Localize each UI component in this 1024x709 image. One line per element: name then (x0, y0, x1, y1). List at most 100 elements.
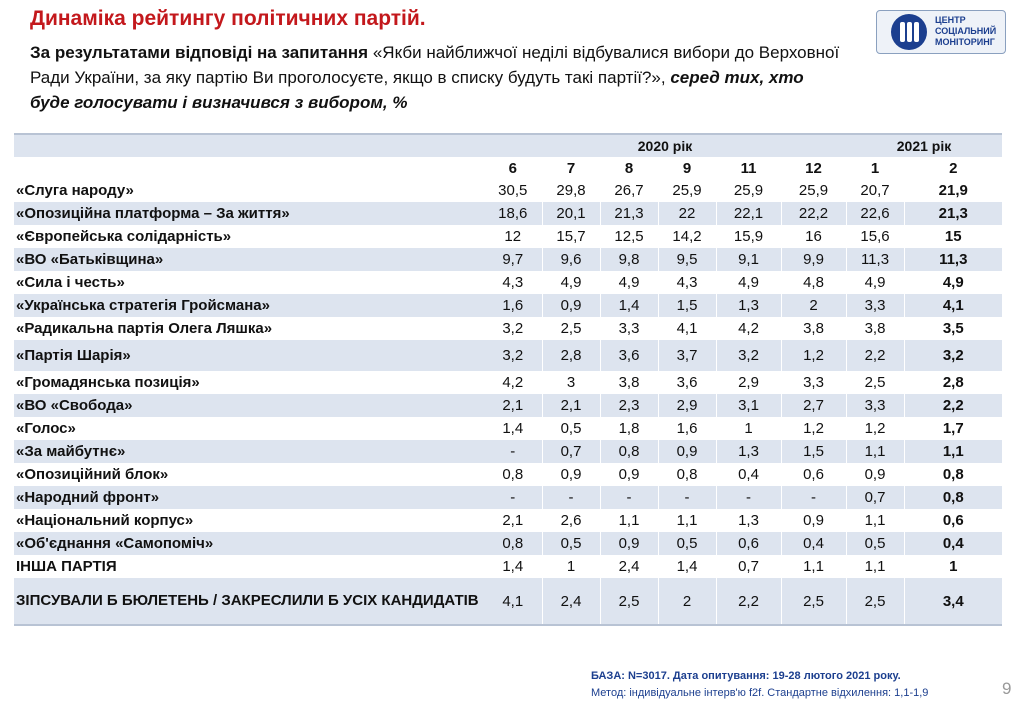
rating-value: - (780, 486, 846, 509)
rating-value: 1 (715, 417, 781, 440)
rating-value: 0,7 (845, 486, 904, 509)
year-2021-label: 2021 рік (846, 133, 1002, 157)
rating-value: 21,3 (599, 202, 658, 225)
month-header: 6 (484, 157, 542, 179)
year-2020-label: 2020 рік (484, 133, 846, 157)
survey-footnote: БАЗА: N=3017. Дата опитування: 19-28 лют… (591, 668, 991, 702)
month-header: 11 (715, 157, 781, 179)
table-row: «За майбутнє» -0,7 0,8 0,9 1,3 1,5 1,1 1,1 (14, 440, 1002, 463)
rating-value: 21,9 (903, 179, 1002, 202)
rating-value: - (484, 440, 542, 463)
rating-value: 1,2 (845, 417, 904, 440)
table-row: «Народний фронт» - - - - - -0,7 0,8 (14, 486, 1002, 509)
rating-value: 3,6 (599, 340, 658, 371)
rating-value: 2,1 (484, 509, 542, 532)
rating-value: 1 (541, 555, 600, 578)
rating-value: 2,9 (715, 371, 781, 394)
rating-value: 2,6 (541, 509, 600, 532)
party-name: «Народний фронт» (14, 486, 484, 509)
rating-value: 4,9 (599, 271, 658, 294)
month-header: 12 (780, 157, 846, 179)
rating-value: 0,9 (845, 463, 904, 486)
rating-value: 1,1 (845, 555, 904, 578)
month-header: 1 (845, 157, 904, 179)
rating-value: 30,5 (484, 179, 542, 202)
rating-value: 1,4 (657, 555, 716, 578)
rating-value: 22,2 (780, 202, 846, 225)
rating-value: 21,3 (903, 202, 1002, 225)
rating-value: 22,1 (715, 202, 781, 225)
rating-value: 2,5 (541, 317, 600, 340)
party-name: «Національний корпус» (14, 509, 484, 532)
rating-value: 1,1 (845, 440, 904, 463)
rating-value: 0,9 (599, 532, 658, 555)
rating-value: 0,8 (599, 440, 658, 463)
table-row: «ВО «Свобода» 2,1 2,1 2,3 2,9 3,1 2,7 3,3 2,2 (14, 394, 1002, 417)
rating-value: 3,6 (657, 371, 716, 394)
rating-value: 26,7 (599, 179, 658, 202)
rating-value: 2,5 (845, 578, 904, 626)
rating-value: 15,7 (541, 225, 600, 248)
rating-value: 14,2 (657, 225, 716, 248)
table-row: «Опозиційна платформа – За життя» 18,6 20,… (14, 202, 1002, 225)
rating-value: 0,4 (715, 463, 781, 486)
rating-value: 22 (657, 202, 716, 225)
rating-value: 3,3 (845, 294, 904, 317)
rating-value: 4,1 (657, 317, 716, 340)
party-name: «Об'єднання «Самопоміч» (14, 532, 484, 555)
table-row: ЗІПСУВАЛИ Б БЮЛЕТЕНЬ / ЗАКРЕСЛИЛИ Б УСІХ… (14, 578, 1002, 626)
rating-value: 0,8 (903, 486, 1002, 509)
rating-value: 9,5 (657, 248, 716, 271)
rating-value: 15,6 (845, 225, 904, 248)
rating-value: 3,2 (484, 317, 542, 340)
rating-value: 0,6 (903, 509, 1002, 532)
party-name: «Громадянська позиція» (14, 371, 484, 394)
rating-value: 3,4 (903, 578, 1002, 626)
month-header: 7 (541, 157, 600, 179)
rating-value: 2,5 (599, 578, 658, 626)
month-header-row: 6 7 8 9 11 12 1 2 (14, 157, 1002, 179)
rating-value: 2 (657, 578, 716, 626)
month-header: 9 (657, 157, 716, 179)
rating-value: 12 (484, 225, 542, 248)
rating-value: 11,3 (903, 248, 1002, 271)
rating-value: 9,1 (715, 248, 781, 271)
rating-value: 2,1 (484, 394, 542, 417)
rating-value: 3,7 (657, 340, 716, 371)
rating-value: 3,2 (715, 340, 781, 371)
rating-value: 1,4 (484, 417, 542, 440)
rating-value: - (599, 486, 658, 509)
rating-value: 2,4 (541, 578, 600, 626)
rating-value: 2,5 (845, 371, 904, 394)
rating-value: 1,1 (903, 440, 1002, 463)
logo-line: МОНІТОРИНГ (935, 37, 995, 47)
ratings-table: 2020 рік 2021 рік 6 7 8 9 11 12 1 2 «Слуга наро… (14, 133, 1002, 626)
party-name: «ВО «Свобода» (14, 394, 484, 417)
party-name: «Голос» (14, 417, 484, 440)
table-row: «Українська стратегія Гройсмана» 1,6 0,9 1,… (14, 294, 1002, 317)
logo-line: ЦЕНТР (935, 15, 966, 25)
rating-value: 0,9 (657, 440, 716, 463)
month-header: 2 (903, 157, 1002, 179)
rating-value: 0,7 (715, 555, 781, 578)
rating-value: 1 (903, 555, 1002, 578)
rating-value: 3,3 (780, 371, 846, 394)
rating-value: 0,8 (484, 463, 542, 486)
rating-value: 1,6 (657, 417, 716, 440)
rating-value: 0,9 (780, 509, 846, 532)
table-row: ІНША ПАРТІЯ 1,4 1 2,4 1,4 0,7 1,1 1,1 1 (14, 555, 1002, 578)
party-name: «Слуга народу» (14, 179, 484, 202)
question-tail: серед тих, хто буде голосувати і визначи… (30, 68, 804, 112)
party-name: ЗІПСУВАЛИ Б БЮЛЕТЕНЬ / ЗАКРЕСЛИЛИ Б УСІХ… (14, 578, 484, 626)
rating-value: 1,4 (599, 294, 658, 317)
rating-value: 20,1 (541, 202, 600, 225)
rating-value: 2,1 (541, 394, 600, 417)
rating-value: 25,9 (657, 179, 716, 202)
rating-value: 4,9 (903, 271, 1002, 294)
rating-value: 0,8 (903, 463, 1002, 486)
month-header: 8 (599, 157, 658, 179)
rating-value: 1,5 (780, 440, 846, 463)
rating-value: 1,1 (845, 509, 904, 532)
rating-value: 1,1 (780, 555, 846, 578)
table-row: «Європейська солідарність» 12 15,7 12,5 14,2… (14, 225, 1002, 248)
